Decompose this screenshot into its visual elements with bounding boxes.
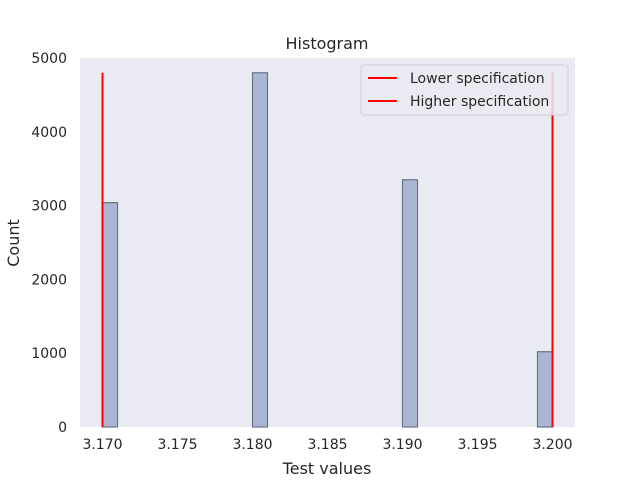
x-axis-label: Test values [282, 459, 372, 478]
histogram-bar [251, 72, 269, 428]
x-tick-label: 3.175 [157, 437, 197, 453]
histogram-bar [536, 351, 554, 428]
y-tick-label: 5000 [31, 51, 67, 67]
histogram-bar [101, 202, 119, 428]
chart-title: Histogram [286, 34, 369, 53]
legend-label: Higher specification [410, 94, 549, 110]
y-tick-label: 3000 [31, 199, 67, 215]
bars-group [101, 72, 554, 428]
y-tick-label: 0 [58, 420, 67, 436]
legend-box [360, 64, 569, 116]
x-tick-label: 3.170 [82, 437, 122, 453]
spec-lines-group [101, 72, 554, 427]
y-axis-label: Count [4, 219, 23, 267]
histogram-bar [401, 179, 419, 428]
x-tick-label: 3.180 [232, 437, 272, 453]
y-axis-ticks: 0 1000 2000 3000 4000 5000 [31, 51, 67, 436]
x-tick-label: 3.185 [307, 437, 347, 453]
x-tick-label: 3.190 [382, 437, 422, 453]
legend: Lower specification Higher specification [360, 64, 569, 116]
y-tick-label: 1000 [31, 346, 67, 362]
x-tick-label: 3.195 [457, 437, 497, 453]
x-axis-ticks: 3.170 3.175 3.180 3.185 3.190 3.195 3.200 [82, 437, 572, 453]
plot-area [80, 58, 575, 427]
y-tick-label: 4000 [31, 125, 67, 141]
y-tick-label: 2000 [31, 272, 67, 288]
x-tick-label: 3.200 [532, 437, 572, 453]
legend-label: Lower specification [410, 71, 545, 87]
